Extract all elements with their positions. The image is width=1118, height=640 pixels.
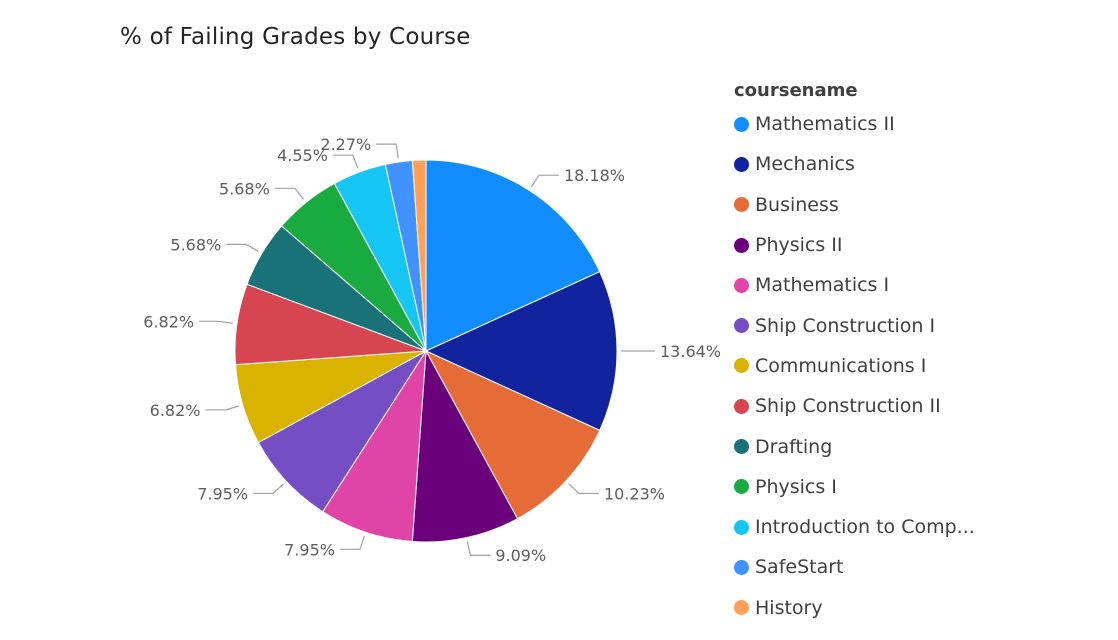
leader-line-physics-i [274, 187, 305, 200]
pie-slice-history[interactable] [411, 159, 427, 352]
data-label-mathematics-i: 7.95% [284, 540, 335, 559]
legend-item-mathematics-ii[interactable]: Mathematics II [734, 104, 975, 144]
pie-slice-ship-construction-i[interactable] [257, 350, 427, 513]
data-label-business: 10.23% [604, 484, 665, 503]
leader-line-mathematics-i [339, 535, 365, 550]
data-label-safestart: 2.27% [320, 135, 371, 154]
legend-label: SafeStart [755, 556, 844, 579]
data-label-physics-i: 5.68% [219, 179, 270, 198]
legend: coursename Mathematics II Mechanics Busine… [734, 78, 975, 628]
pie-slice-physics-ii[interactable] [411, 349, 519, 543]
legend-label: Mathematics II [755, 113, 895, 136]
leader-line-communications-i [205, 405, 240, 411]
pie-slice-mathematics-i[interactable] [322, 350, 427, 543]
leader-line-drafting [226, 243, 259, 253]
data-label-drafting: 5.68% [170, 235, 221, 254]
legend-label: Drafting [755, 435, 833, 458]
data-label-ship-construction-i: 7.95% [197, 484, 248, 503]
legend-marker [734, 237, 749, 253]
leader-line-introduction-to-comp [332, 154, 359, 169]
legend-label: Introduction to Comp... [755, 516, 975, 539]
legend-marker [734, 559, 749, 575]
legend-marker [734, 519, 749, 535]
data-label-ship-construction-ii: 6.82% [143, 312, 194, 331]
pie-slice-mechanics[interactable] [424, 270, 618, 432]
legend-marker [734, 156, 749, 172]
data-label-introduction-to-comp: 4.55% [277, 146, 328, 165]
legend-marker [734, 479, 749, 495]
legend-item-communications-i[interactable]: Communications I [734, 346, 975, 386]
legend-item-history[interactable]: History [734, 588, 975, 628]
data-label-physics-ii: 9.09% [495, 546, 546, 565]
leader-line-business [568, 483, 599, 495]
legend-label: Business [755, 193, 839, 216]
legend-label: Ship Construction II [755, 395, 941, 418]
legend-item-ship-construction-ii[interactable]: Ship Construction II [734, 386, 975, 426]
legend-marker [734, 277, 749, 293]
legend-label: History [755, 596, 823, 619]
legend-item-physics-i[interactable]: Physics I [734, 467, 975, 507]
legend-marker [734, 116, 749, 132]
legend-label: Physics II [755, 234, 843, 257]
legend-title: coursename [734, 80, 858, 101]
legend-label: Physics I [755, 475, 837, 498]
legend-marker [734, 358, 749, 374]
leader-line-safestart [376, 143, 399, 159]
legend-item-safestart[interactable]: SafeStart [734, 547, 975, 587]
legend-label: Ship Construction I [755, 314, 936, 337]
legend-label: Mathematics I [755, 274, 890, 297]
pie-slice-business[interactable] [424, 349, 601, 520]
leader-line-ship-construction-ii [199, 320, 234, 324]
legend-label: Communications I [755, 354, 927, 377]
legend-item-introduction-to-comp[interactable]: Introduction to Comp... [734, 507, 975, 547]
leader-line-physics-ii [466, 541, 491, 556]
legend-marker [734, 398, 749, 414]
legend-items: Mathematics II Mechanics Business Physics I… [734, 104, 975, 628]
legend-item-business[interactable]: Business [734, 185, 975, 225]
legend-marker [734, 600, 749, 616]
legend-marker [734, 197, 749, 213]
legend-item-ship-construction-i[interactable]: Ship Construction I [734, 305, 975, 345]
legend-item-mechanics[interactable]: Mechanics [734, 144, 975, 184]
data-label-communications-i: 6.82% [150, 401, 201, 420]
data-label-mechanics: 13.64% [660, 342, 721, 361]
legend-item-drafting[interactable]: Drafting [734, 426, 975, 466]
data-label-mathematics-ii: 18.18% [564, 166, 625, 185]
legend-marker [734, 318, 749, 334]
leader-line-mathematics-ii [530, 174, 559, 188]
pie-slice-mathematics-ii[interactable] [425, 159, 601, 352]
legend-item-physics-ii[interactable]: Physics II [734, 225, 975, 265]
legend-item-mathematics-i[interactable]: Mathematics I [734, 265, 975, 305]
chart-title: % of Failing Grades by Course [120, 24, 471, 50]
legend-label: Mechanics [755, 153, 855, 176]
legend-marker [734, 439, 749, 455]
leader-line-ship-construction-i [253, 483, 284, 495]
